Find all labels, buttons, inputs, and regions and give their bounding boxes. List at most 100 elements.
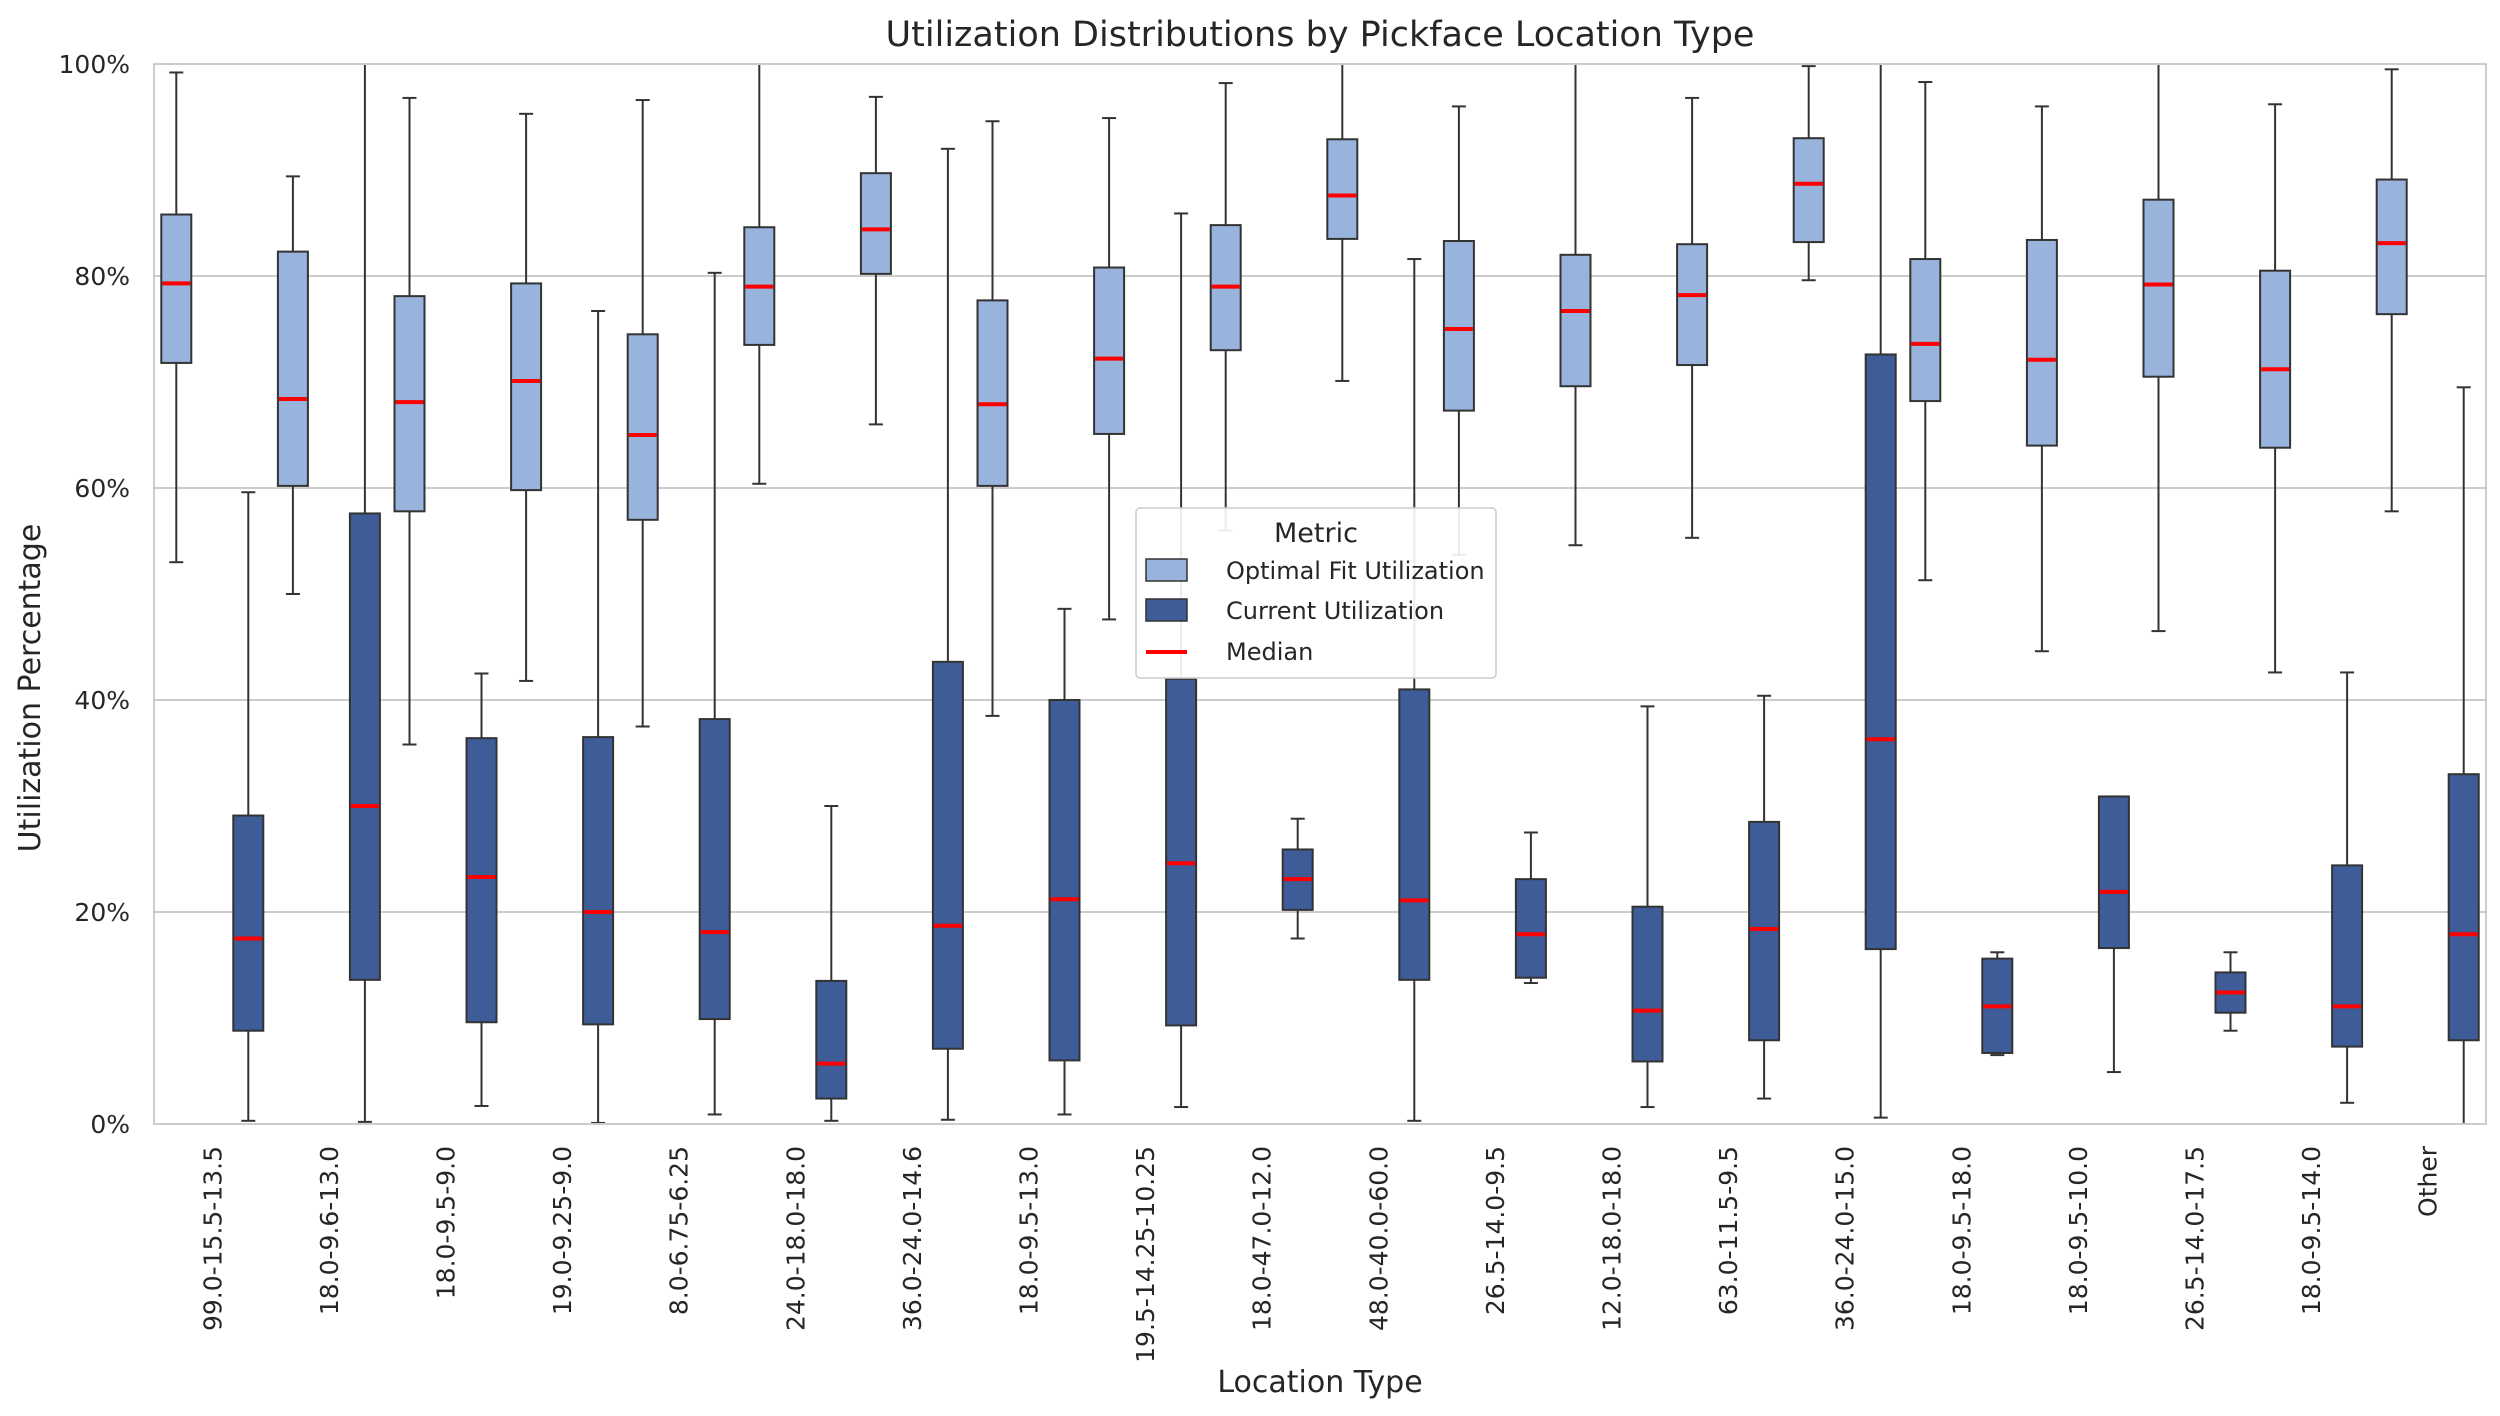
optimal-box-group — [160, 71, 193, 564]
optimal-box — [2025, 238, 2058, 447]
legend-label-optimal: Optimal Fit Utilization — [1226, 557, 1485, 585]
x-tick-label: 19.5-14.25-10.25 — [1131, 1146, 1160, 1363]
current-box — [815, 979, 848, 1100]
x-tick-label: 18.0-9.5-13.0 — [1015, 1146, 1044, 1315]
x-tick-label: 12.0-18.0-18.0 — [1598, 1146, 1627, 1331]
optimal-box-group — [393, 96, 426, 746]
y-axis-label: Utilization Percentage — [13, 524, 48, 853]
current-box-group — [1281, 817, 1314, 940]
optimal-box-group — [859, 95, 892, 426]
current-box-group — [1981, 951, 2014, 1057]
current-box-group — [815, 805, 848, 1122]
optimal-box — [1559, 253, 1592, 388]
current-box — [348, 512, 381, 981]
x-tick-label: 36.0-24.0-14.6 — [898, 1146, 927, 1331]
optimal-box — [510, 282, 543, 492]
x-tick-label: 24.0-18.0-18.0 — [781, 1146, 810, 1331]
optimal-box-group — [2025, 105, 2058, 653]
y-tick-label-100: 100% — [59, 50, 130, 79]
optimal-box-group — [2259, 103, 2292, 674]
optimal-box — [276, 250, 309, 487]
plot-frame — [153, 63, 2487, 1125]
current-box — [1048, 699, 1081, 1062]
current-box — [465, 737, 498, 1024]
current-box-group — [1748, 694, 1781, 1100]
x-tick-label: Other — [2414, 1145, 2443, 1217]
current-box-group — [2097, 795, 2130, 1074]
optimal-box — [859, 172, 892, 275]
optimal-box — [1326, 138, 1359, 240]
current-box-group — [1165, 212, 1198, 1109]
optimal-box — [1676, 243, 1709, 367]
x-tick-label: 63.0-11.5-9.5 — [1714, 1146, 1743, 1315]
current-box-group — [1631, 705, 1664, 1109]
optimal-box — [2375, 178, 2408, 316]
legend-swatch-current — [1145, 598, 1188, 622]
current-box — [2097, 795, 2130, 950]
x-tick-label: 99.0-15.5-13.5 — [198, 1146, 227, 1331]
chart-title: Utilization Distributions by Pickface Lo… — [886, 15, 1755, 55]
y-tick-label-60: 60% — [74, 474, 130, 503]
y-axis-ticks: 0% 20% 40% 60% 80% 100% — [59, 50, 130, 1139]
current-box — [1631, 905, 1664, 1063]
x-tick-label: 19.0-9.25-9.0 — [548, 1146, 577, 1315]
optimal-box — [2142, 198, 2175, 378]
current-box-group — [1514, 831, 1547, 985]
y-tick-label-80: 80% — [74, 262, 130, 291]
optimal-box — [626, 333, 659, 521]
current-box-group — [582, 309, 615, 1124]
current-box — [2447, 773, 2480, 1042]
current-box-group — [348, 63, 381, 1123]
current-box — [1514, 878, 1547, 979]
x-tick-label: 18.0-9.5-14.0 — [2297, 1146, 2326, 1315]
box-plots — [160, 63, 2480, 1125]
x-tick-label: 48.0-40.0-60.0 — [1364, 1146, 1393, 1331]
current-box — [232, 814, 265, 1032]
x-tick-label: 26.5-14.0-17.5 — [2181, 1146, 2210, 1331]
legend-title: Metric — [1274, 518, 1358, 549]
current-box — [2331, 864, 2364, 1048]
current-box-group — [931, 147, 964, 1121]
optimal-box — [2259, 269, 2292, 449]
optimal-box-group — [1093, 117, 1126, 621]
x-axis-label: Location Type — [1217, 1365, 1422, 1400]
x-tick-label: 18.0-9.6-13.0 — [315, 1146, 344, 1315]
optimal-box-group — [743, 63, 776, 485]
x-tick-label: 18.0-9.5-9.0 — [432, 1146, 461, 1299]
optimal-box — [976, 299, 1009, 487]
optimal-box-group — [1909, 81, 1942, 582]
x-tick-label: 8.0-6.75-6.25 — [665, 1146, 694, 1315]
optimal-box-group — [626, 99, 659, 728]
optimal-box — [1442, 240, 1475, 412]
x-tick-label: 26.5-14.0-9.5 — [1481, 1146, 1510, 1315]
x-tick-label: 18.0-9.5-18.0 — [1947, 1146, 1976, 1315]
current-box-group — [232, 491, 265, 1122]
optimal-box-group — [1209, 82, 1242, 532]
current-box — [1864, 353, 1897, 951]
x-tick-label: 36.0-24.0-15.0 — [1831, 1146, 1860, 1331]
current-box — [698, 718, 731, 1021]
optimal-box — [160, 213, 193, 364]
x-tick-label: 18.0-9.5-10.0 — [2064, 1146, 2093, 1315]
optimal-box-group — [976, 120, 1009, 717]
optimal-box-group — [1792, 65, 1825, 282]
y-tick-label-40: 40% — [74, 686, 130, 715]
optimal-box-group — [1326, 63, 1359, 382]
current-box-group — [2447, 386, 2480, 1125]
legend-swatch-optimal — [1145, 558, 1188, 582]
current-box-group — [698, 271, 731, 1116]
legend-frame — [1135, 507, 1497, 679]
optimal-box-group — [1442, 105, 1475, 556]
current-box-group — [2214, 951, 2247, 1032]
current-box — [1748, 820, 1781, 1042]
current-box-group — [465, 672, 498, 1107]
optimal-box-group — [1676, 96, 1709, 539]
current-box — [1165, 677, 1198, 1027]
optimal-box-group — [510, 112, 543, 682]
current-box — [931, 660, 964, 1050]
legend: Metric Optimal Fit Utilization Current U… — [1135, 507, 1497, 679]
optimal-box — [1093, 266, 1126, 435]
optimal-box — [1792, 137, 1825, 244]
